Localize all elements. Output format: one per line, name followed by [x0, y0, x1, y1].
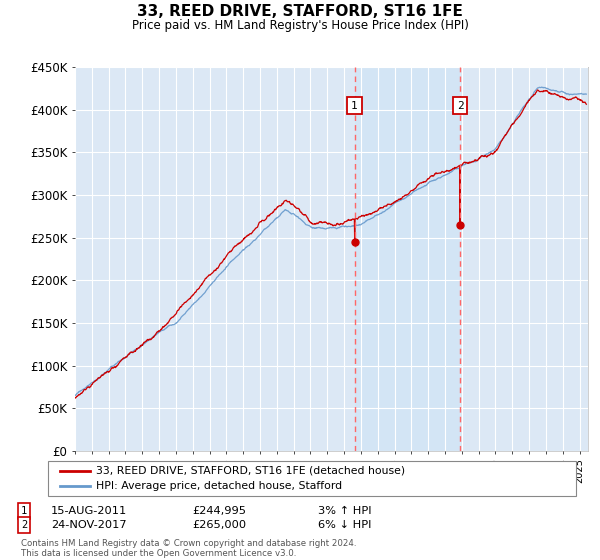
Bar [355, 67, 460, 451]
Text: 1: 1 [21, 506, 27, 516]
Text: £244,995: £244,995 [192, 506, 246, 516]
Text: Contains HM Land Registry data © Crown copyright and database right 2024.
This d: Contains HM Land Registry data © Crown c… [21, 539, 356, 558]
Text: HPI: Average price, detached house, Stafford: HPI: Average price, detached house, Staf… [96, 481, 342, 491]
Text: 33, REED DRIVE, STAFFORD, ST16 1FE: 33, REED DRIVE, STAFFORD, ST16 1FE [137, 4, 463, 19]
Text: 1: 1 [351, 101, 358, 110]
Text: 24-NOV-2017: 24-NOV-2017 [51, 520, 127, 530]
Text: £265,000: £265,000 [192, 520, 246, 530]
Text: 3% ↑ HPI: 3% ↑ HPI [318, 506, 371, 516]
Text: 6% ↓ HPI: 6% ↓ HPI [318, 520, 371, 530]
Text: 33, REED DRIVE, STAFFORD, ST16 1FE (detached house): 33, REED DRIVE, STAFFORD, ST16 1FE (deta… [96, 465, 405, 475]
Text: 2: 2 [457, 101, 464, 110]
Text: Price paid vs. HM Land Registry's House Price Index (HPI): Price paid vs. HM Land Registry's House … [131, 19, 469, 32]
Text: 15-AUG-2011: 15-AUG-2011 [51, 506, 127, 516]
Text: 2: 2 [21, 520, 27, 530]
